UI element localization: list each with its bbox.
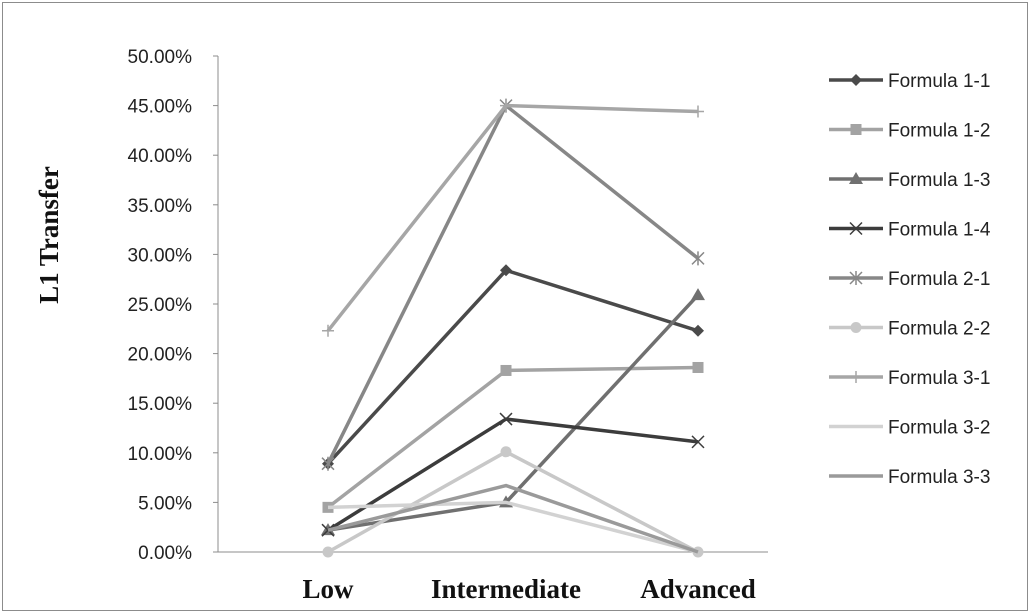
data-point: [692, 105, 704, 118]
series-line: [327, 483, 699, 554]
legend-label: Formula 3-2: [888, 418, 990, 439]
legend-label: Formula 3-1: [888, 368, 990, 389]
series-line: [327, 500, 699, 554]
legend-label: Formula 1-1: [888, 71, 990, 92]
series-4: [321, 98, 705, 471]
y-tick-label: 5.00%: [138, 493, 192, 514]
legend-label: Formula 2-1: [888, 269, 990, 290]
legend-label: Formula 1-2: [888, 121, 990, 142]
data-point: [499, 412, 513, 426]
data-point: [691, 435, 705, 449]
y-tick-label: 35.00%: [128, 196, 193, 217]
legend-item: Formula 3-2: [829, 418, 990, 439]
series-line: [326, 103, 699, 332]
y-tick-label: 30.00%: [128, 245, 193, 266]
x-tick-label: Advanced: [640, 574, 756, 604]
y-axis-label: L1 Transfer: [34, 166, 64, 304]
y-tick-label: 50.00%: [128, 47, 193, 68]
data-point: [849, 172, 863, 184]
y-tick-label: 25.00%: [128, 295, 193, 316]
data-point: [322, 546, 334, 558]
data-point: [691, 288, 705, 301]
y-tick-label: 40.00%: [128, 146, 193, 167]
legend-label: Formula 1-4: [888, 220, 991, 241]
legend-item: Formula 3-1: [829, 368, 990, 389]
data-point: [692, 361, 704, 373]
data-point: [849, 271, 863, 285]
legend-label: Formula 2-2: [888, 319, 990, 340]
data-point: [321, 456, 335, 471]
axes: 0.00% 5.00% 10.00% 15.00% 20.00% 25.00% 30.00%…: [128, 47, 768, 604]
y-tick-label: 10.00%: [128, 444, 193, 465]
series-3: [321, 412, 705, 537]
legend-item: Formula 1-3: [829, 170, 990, 191]
data-point: [692, 324, 704, 337]
legend-item: Formula 3-3: [829, 467, 990, 488]
legend-item: Formula 2-1: [829, 269, 990, 290]
y-tick-label: 20.00%: [128, 345, 193, 366]
legend-item: Formula 2-2: [829, 319, 990, 340]
legend-label: Formula 1-3: [888, 170, 990, 191]
series-5: [322, 446, 704, 558]
series-line: [327, 417, 699, 532]
data-point: [691, 251, 705, 266]
y-tick-label: 15.00%: [128, 394, 193, 415]
data-point: [500, 446, 512, 458]
data-point: [849, 221, 863, 236]
data-point: [850, 322, 862, 333]
series-7: [327, 500, 699, 554]
series-line: [326, 103, 700, 465]
series-6: [322, 99, 704, 337]
legend-item: Formula 1-1: [829, 71, 990, 92]
legend: Formula 1-1 Formula 1-2 Formula 1-3 Formula…: [829, 71, 991, 488]
y-tick-label: 45.00%: [128, 97, 193, 118]
series-layer: [321, 98, 705, 558]
data-point: [500, 364, 512, 376]
legend-item: Formula 1-4: [829, 220, 991, 241]
data-point: [322, 324, 334, 337]
data-point: [500, 99, 512, 112]
data-point: [850, 371, 862, 383]
legend-item: Formula 1-2: [829, 121, 990, 142]
series-8: [327, 483, 699, 554]
data-point: [850, 124, 862, 135]
legend-label: Formula 3-3: [888, 467, 990, 488]
x-tick-label: Low: [302, 574, 354, 604]
data-point: [850, 74, 862, 86]
x-tick-label: Intermediate: [431, 574, 581, 604]
y-tick-label: 0.00%: [138, 543, 192, 564]
data-point: [500, 264, 512, 277]
